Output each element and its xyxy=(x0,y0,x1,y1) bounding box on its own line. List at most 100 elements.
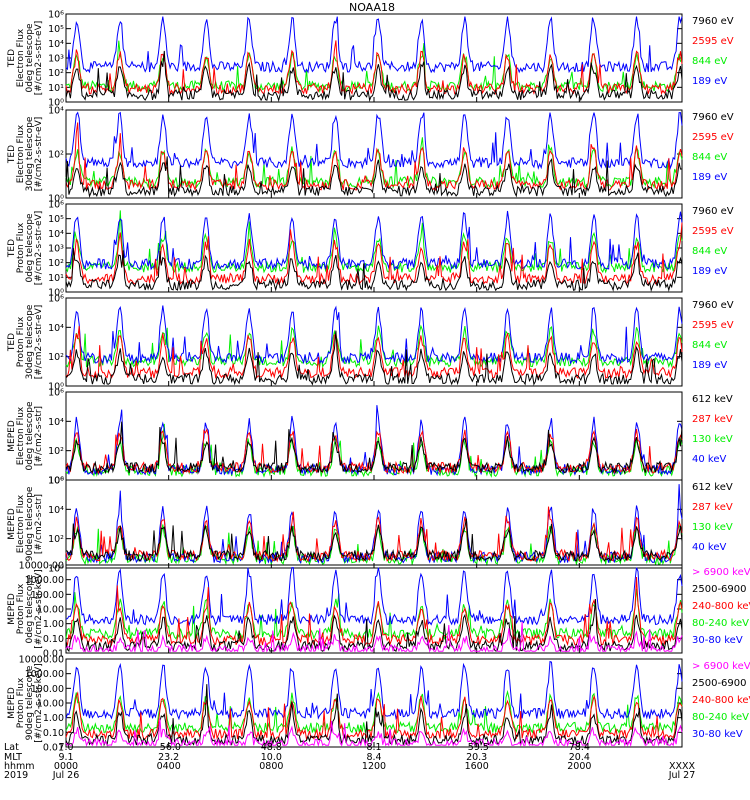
legend-label: 612 keV xyxy=(692,394,733,405)
y-axis-label: [#/cm2-s-str-eV] xyxy=(34,117,44,192)
y-axis-label: 0deg telescope xyxy=(25,213,35,283)
y-tick-label: 10⁰ xyxy=(48,194,64,205)
y-tick-label: 0.01 xyxy=(43,649,64,660)
legend-label: 2595 eV xyxy=(692,226,734,237)
legend-label: 844 eV xyxy=(692,152,727,163)
y-axis-label: [#/cm2-s-str-eV] xyxy=(34,305,44,380)
legend-label: 80-240 keV xyxy=(692,618,749,629)
footer-value: 9.1 xyxy=(58,752,73,763)
panel-7: 10000.00 1000.00 100.00 10.00 1.00 0.10 0.01 ME… xyxy=(7,561,750,660)
series-trace-blue xyxy=(65,16,683,74)
y-axis-label: Proton Flux xyxy=(16,222,26,273)
footer-value: -56.0 xyxy=(156,742,181,753)
y-tick-label: 10⁴ xyxy=(48,106,64,117)
legend-label: 40 keV xyxy=(692,542,726,553)
y-tick-label: 10³ xyxy=(48,244,64,255)
y-axis-label: 90deg telescope xyxy=(25,486,35,561)
y-tick-label: 10² xyxy=(48,258,64,269)
y-tick-label: 10⁰ xyxy=(48,288,64,299)
legend-label: 7960 eV xyxy=(692,112,734,123)
legend-label: 189 eV xyxy=(692,266,727,277)
footer-value: -59.5 xyxy=(464,742,489,753)
series-trace-magenta xyxy=(65,621,683,654)
series-trace-blue xyxy=(65,210,683,271)
footer-value: 1600 xyxy=(465,761,489,772)
legend-label: 844 eV xyxy=(692,340,727,351)
y-tick-label: 10⁰ xyxy=(48,564,64,575)
y-axis-label: 30deg telescope xyxy=(25,116,35,191)
series-trace-red xyxy=(65,691,683,741)
y-tick-label: 10¹ xyxy=(48,83,64,94)
y-tick-label: 10⁴ xyxy=(48,505,64,516)
y-axis-label: Proton Flux xyxy=(16,583,26,634)
y-tick-label: 0.10 xyxy=(43,634,64,645)
legend-label: 2500-6900 xyxy=(692,678,747,689)
series-trace-black xyxy=(65,50,683,102)
panel-3: 10⁶ 10⁵ 10⁴ 10³ 10² 10¹ 10⁰ TED Proton Flux 0deg … xyxy=(7,200,734,299)
legend-label: 130 keV xyxy=(692,522,733,533)
y-tick-label: 10² xyxy=(48,352,64,363)
series-trace-black xyxy=(65,684,683,747)
y-tick-label: 1.00 xyxy=(43,713,64,724)
footer-value: 48.8 xyxy=(261,742,282,753)
y-axis-label: [#/cm2-s-str] xyxy=(34,406,44,466)
y-axis-label: Electron Flux xyxy=(16,406,26,465)
y-tick-label: 10.00 xyxy=(37,605,64,616)
y-tick-label: 10⁵ xyxy=(48,214,64,225)
y-tick-label: 10² xyxy=(48,68,64,79)
legend-label: 240-800 keV xyxy=(692,601,750,612)
y-axis-label: Proton Flux xyxy=(16,316,26,367)
series-trace-blue xyxy=(65,567,683,627)
y-axis-label: [#/cm2-s-str-eV] xyxy=(34,211,44,286)
panel-6: 10⁶ 10⁴ 10² 10⁰ MEPED Electron Flux 90deg tele… xyxy=(7,476,733,575)
legend-label: 2595 eV xyxy=(692,36,734,47)
series-trace-red xyxy=(65,326,683,380)
legend-label: 612 keV xyxy=(692,482,733,493)
panel-8: 10000.00 1000.00 100.00 10.00 1.00 0.10 0.01 ME… xyxy=(7,655,750,754)
footer-value: 20.4 xyxy=(569,752,590,763)
series-trace-black xyxy=(65,330,683,386)
series-trace-black xyxy=(65,421,683,475)
footer-value: 0400 xyxy=(157,761,181,772)
legend-label: 189 eV xyxy=(692,360,727,371)
legend-label: 287 keV xyxy=(692,414,733,425)
legend-label: 287 keV xyxy=(692,502,733,513)
series-trace-black xyxy=(65,599,683,653)
footer-value: 10.0 xyxy=(261,752,282,763)
series-trace-green xyxy=(65,324,683,369)
series-trace-red xyxy=(65,40,683,96)
legend-label: 130 keV xyxy=(692,434,733,445)
legend-label: 80-240 keV xyxy=(692,712,749,723)
legend-label: 30-80 keV xyxy=(692,635,743,646)
y-tick-label: 10³ xyxy=(48,54,64,65)
legend-label: 2500-6900 xyxy=(692,584,747,595)
footer-value: 0000 xyxy=(54,761,78,772)
y-axis-label: TED xyxy=(7,333,17,352)
series-trace-blue xyxy=(65,305,683,365)
footer-value: 7.0 xyxy=(58,742,73,753)
y-axis-label: 90deg telescope xyxy=(25,665,35,740)
y-tick-label: 10.00 xyxy=(37,699,64,710)
footer-row-label: MLT xyxy=(4,752,22,763)
footer-value: 20.3 xyxy=(466,752,487,763)
y-tick-label: 100.00 xyxy=(31,684,64,695)
y-axis-label: Proton Flux xyxy=(16,677,26,728)
series-trace-black xyxy=(65,156,683,198)
y-axis-label: Electron Flux xyxy=(16,494,26,553)
footer-value: 78.4 xyxy=(569,742,590,753)
panel-5: 10⁶ 10⁴ 10² 10⁰ MEPED Electron Flux 0deg teles… xyxy=(7,388,733,487)
series-trace-magenta xyxy=(65,718,683,748)
footer-value: Jul 27 xyxy=(668,770,696,781)
y-tick-label: 10¹ xyxy=(48,273,64,284)
y-tick-label: 10⁴ xyxy=(48,417,64,428)
y-axis-label: 0deg telescope xyxy=(25,574,35,644)
footer-value: 1200 xyxy=(362,761,386,772)
y-tick-label: 10⁵ xyxy=(48,24,64,35)
legend-label: 7960 eV xyxy=(692,206,734,217)
legend-label: 30-80 keV xyxy=(692,729,743,740)
series-trace-black xyxy=(65,248,683,293)
y-tick-label: 1.00 xyxy=(43,619,64,630)
y-tick-label: 100.00 xyxy=(31,590,64,601)
series-trace-black xyxy=(65,518,683,563)
